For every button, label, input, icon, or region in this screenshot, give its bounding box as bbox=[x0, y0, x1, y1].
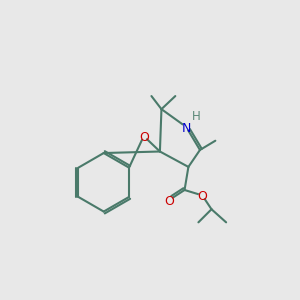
Text: O: O bbox=[139, 131, 149, 144]
Circle shape bbox=[194, 112, 199, 118]
Circle shape bbox=[166, 197, 172, 203]
Text: N: N bbox=[182, 122, 191, 135]
Text: O: O bbox=[197, 190, 207, 203]
Text: O: O bbox=[164, 195, 174, 208]
Circle shape bbox=[199, 193, 205, 198]
Text: H: H bbox=[192, 110, 200, 123]
Circle shape bbox=[183, 124, 189, 130]
Circle shape bbox=[141, 133, 147, 139]
